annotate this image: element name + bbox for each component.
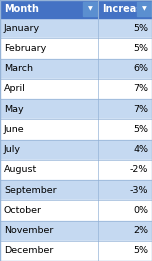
- Text: September: September: [4, 186, 57, 195]
- Text: March: March: [4, 64, 33, 73]
- Bar: [0, 38, 152, 58]
- Bar: [0, 99, 152, 119]
- Text: October: October: [4, 206, 42, 215]
- Text: Increase: Increase: [102, 4, 149, 14]
- Text: November: November: [4, 226, 53, 235]
- Text: 7%: 7%: [133, 105, 148, 114]
- Bar: [0, 58, 152, 79]
- Text: 2%: 2%: [133, 226, 148, 235]
- Bar: [83, 2, 97, 16]
- Bar: [0, 180, 152, 200]
- Text: July: July: [4, 145, 21, 154]
- Text: December: December: [4, 246, 53, 255]
- Text: Month: Month: [4, 4, 39, 14]
- Text: -3%: -3%: [130, 186, 148, 195]
- Text: April: April: [4, 84, 26, 93]
- Text: 5%: 5%: [133, 24, 148, 33]
- Text: -2%: -2%: [130, 165, 148, 174]
- Text: August: August: [4, 165, 37, 174]
- Text: 7%: 7%: [133, 84, 148, 93]
- Text: 6%: 6%: [133, 64, 148, 73]
- Text: 4%: 4%: [133, 145, 148, 154]
- Text: 5%: 5%: [133, 246, 148, 255]
- Bar: [0, 0, 152, 18]
- Bar: [137, 2, 151, 16]
- Bar: [0, 139, 152, 160]
- Bar: [0, 200, 152, 221]
- Text: ▼: ▼: [142, 7, 146, 11]
- Text: 5%: 5%: [133, 44, 148, 53]
- Bar: [0, 18, 152, 38]
- Text: ▼: ▼: [88, 7, 92, 11]
- Text: 0%: 0%: [133, 206, 148, 215]
- Bar: [0, 79, 152, 99]
- Text: May: May: [4, 105, 24, 114]
- Text: 5%: 5%: [133, 125, 148, 134]
- Text: June: June: [4, 125, 25, 134]
- Text: February: February: [4, 44, 46, 53]
- Bar: [0, 160, 152, 180]
- Bar: [0, 221, 152, 241]
- Bar: [0, 241, 152, 261]
- Text: January: January: [4, 24, 40, 33]
- Bar: [0, 119, 152, 139]
